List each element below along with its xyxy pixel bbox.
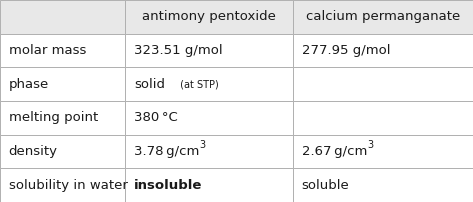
Text: antimony pentoxide: antimony pentoxide (142, 10, 276, 23)
Bar (0, 0, 125, 34)
Text: 277.95 g/mol: 277.95 g/mol (302, 44, 390, 57)
Bar (125, 34, 293, 67)
Bar (293, 0, 473, 34)
Bar (125, 168, 293, 202)
Text: (at STP): (at STP) (177, 79, 219, 89)
Text: 3: 3 (367, 140, 373, 150)
Bar (293, 168, 473, 202)
Bar (125, 67, 293, 101)
Text: melting point: melting point (9, 111, 98, 124)
Text: solubility in water: solubility in water (9, 179, 127, 192)
Text: density: density (9, 145, 58, 158)
Bar (0, 135, 125, 168)
Bar (293, 135, 473, 168)
Bar (0, 168, 125, 202)
Text: solid: solid (134, 78, 165, 91)
Bar (0, 67, 125, 101)
Text: 3.78 g/cm: 3.78 g/cm (134, 145, 199, 158)
Text: phase: phase (9, 78, 49, 91)
Bar (293, 34, 473, 67)
Text: 3: 3 (199, 140, 205, 150)
Bar (125, 101, 293, 135)
Bar (125, 0, 293, 34)
Text: 380 °C: 380 °C (134, 111, 177, 124)
Text: molar mass: molar mass (9, 44, 86, 57)
Bar (0, 34, 125, 67)
Text: calcium permanganate: calcium permanganate (306, 10, 460, 23)
Bar (125, 135, 293, 168)
Text: 2.67 g/cm: 2.67 g/cm (302, 145, 367, 158)
Bar (293, 67, 473, 101)
Text: soluble: soluble (302, 179, 350, 192)
Text: insoluble: insoluble (134, 179, 202, 192)
Bar (293, 101, 473, 135)
Text: 323.51 g/mol: 323.51 g/mol (134, 44, 222, 57)
Bar (0, 101, 125, 135)
